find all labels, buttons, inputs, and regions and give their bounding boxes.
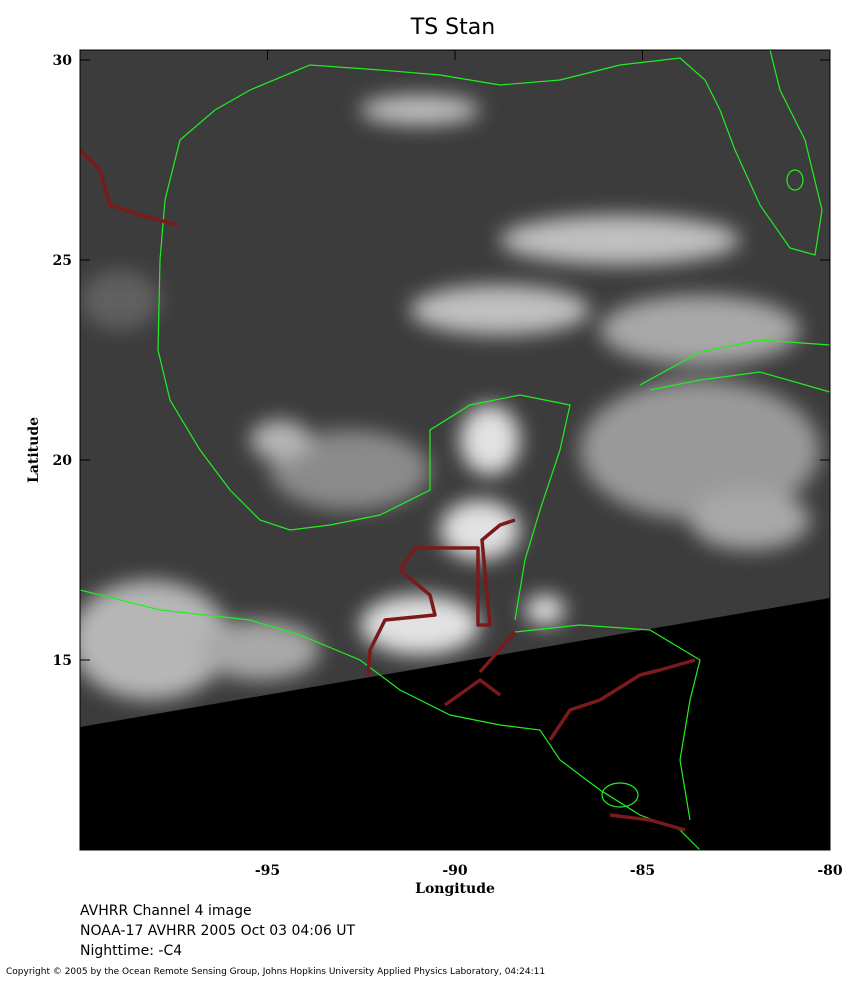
caption-line: Nighttime: -C4 (80, 943, 182, 959)
title: TS Stan (410, 15, 495, 40)
y-tick-label: 25 (53, 253, 72, 269)
caption-line: AVHRR Channel 4 image (80, 903, 252, 919)
y-tick-label: 15 (53, 653, 72, 669)
y-tick-label: 30 (53, 53, 73, 69)
y-tick-label: 20 (53, 453, 73, 469)
x-tick-label: -90 (442, 863, 468, 879)
x-axis-label: Longitude (415, 881, 495, 897)
caption-line: NOAA-17 AVHRR 2005 Oct 03 04:06 UT (80, 923, 356, 939)
copyright: Copyright © 2005 by the Ocean Remote Sen… (6, 967, 545, 977)
y-axis-label: Latitude (26, 417, 42, 483)
satellite-image (80, 50, 830, 850)
x-tick-label: -80 (817, 863, 843, 879)
x-tick-label: -95 (255, 863, 280, 879)
x-tick-label: -85 (630, 863, 655, 879)
